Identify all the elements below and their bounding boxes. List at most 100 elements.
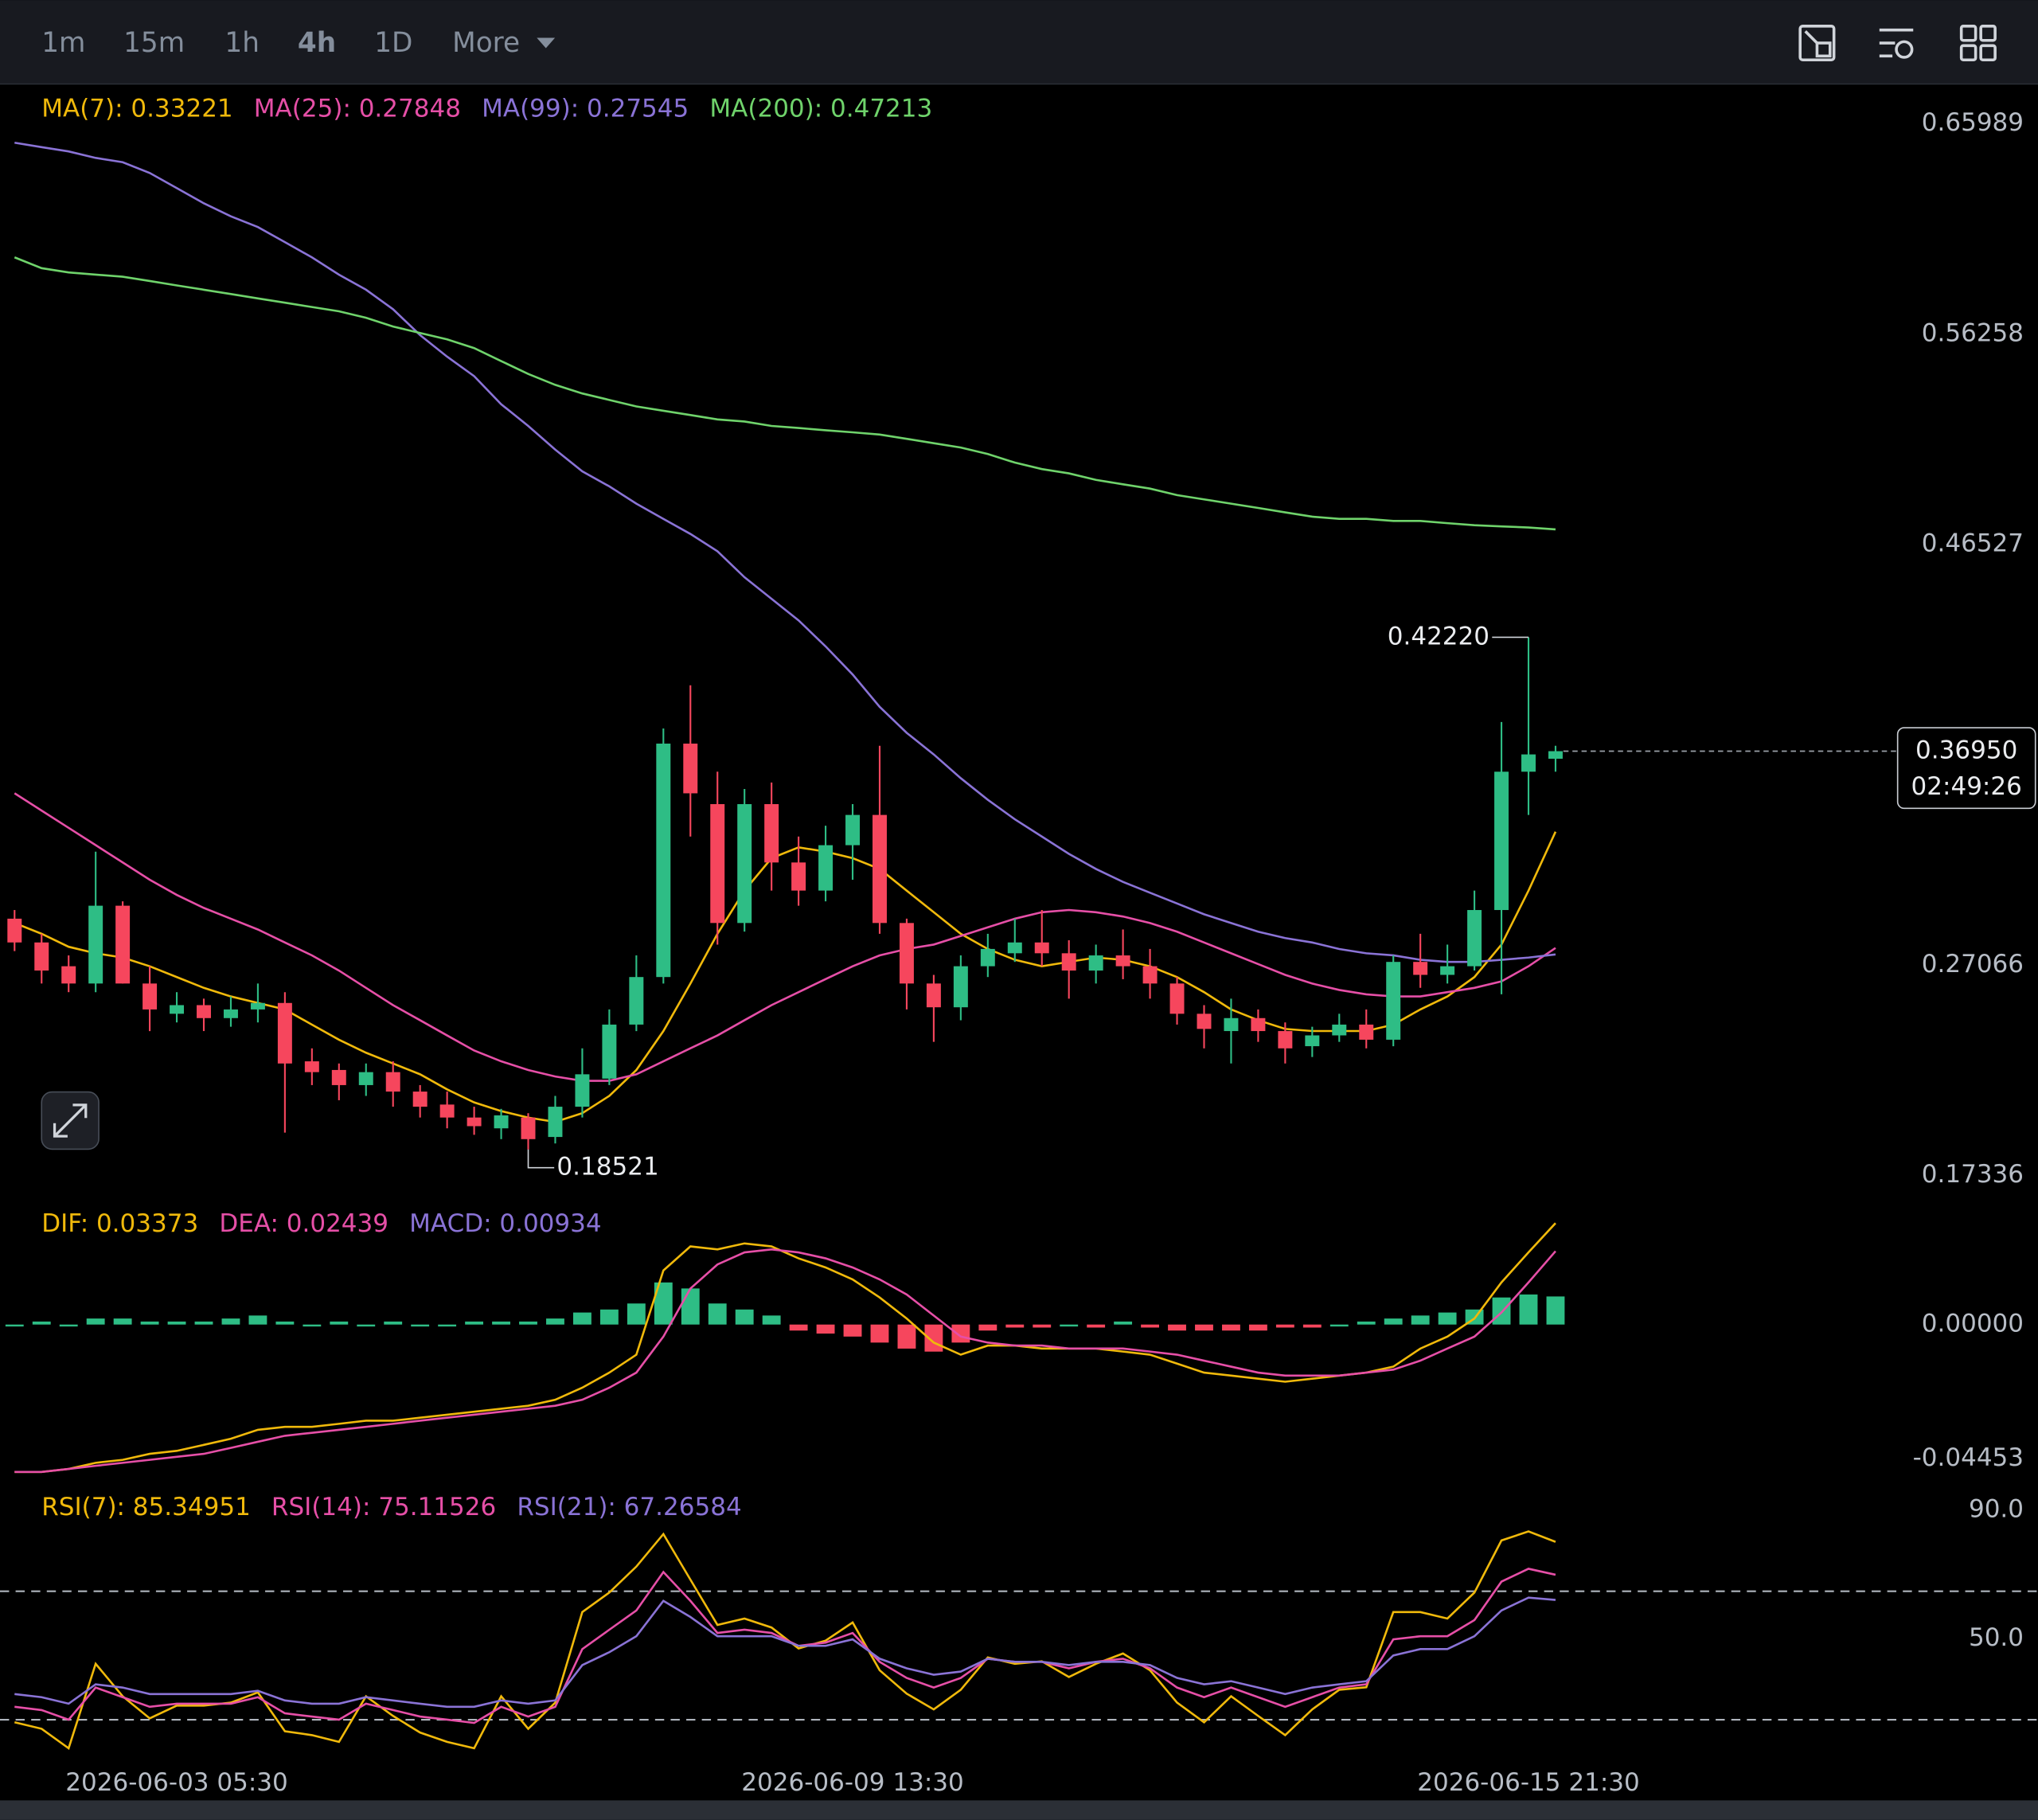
macd-bar [357, 1324, 376, 1327]
screenshot-icon[interactable] [1798, 24, 1836, 62]
bottom-bar [0, 1800, 2038, 1820]
macd-bar [1168, 1324, 1186, 1331]
candle-body [602, 1024, 617, 1079]
candle-body [1467, 910, 1482, 967]
macd-bar [194, 1321, 213, 1325]
candle-body [845, 814, 860, 846]
expand-icon[interactable] [53, 1103, 88, 1138]
candle-body [737, 804, 752, 924]
candle-body [1521, 754, 1536, 772]
candle-body [34, 942, 49, 971]
legend-entry: RSI(21): 67.26584 [517, 1493, 741, 1521]
candle-body [1169, 983, 1185, 1014]
indicator-line [14, 1530, 1556, 1751]
candle-body [143, 983, 158, 1010]
candle-body [1413, 962, 1428, 975]
candle-body [88, 905, 103, 984]
toolbar [0, 0, 2038, 84]
candle-body [980, 948, 995, 967]
legend-name: MACD: [409, 1209, 491, 1238]
macd-bar [1033, 1324, 1052, 1328]
candle-body [115, 905, 131, 984]
indicator-line [14, 1596, 1556, 1709]
indicator-line [14, 141, 1556, 963]
macd-bar [1411, 1315, 1430, 1325]
candle-body [764, 804, 779, 863]
more-caret[interactable] [537, 37, 556, 49]
candle-body [656, 744, 671, 978]
legend-value: 0.03373 [96, 1209, 198, 1238]
legend-entry: DEA: 0.02439 [219, 1209, 388, 1238]
candle-body [1224, 1017, 1239, 1032]
macd-bar [1141, 1324, 1159, 1328]
candle-body [873, 814, 887, 924]
x-tick-label: 2026-06-15 21:30 [1417, 1768, 1639, 1797]
interval-tab[interactable]: 1h [224, 27, 260, 59]
candle-body [791, 862, 806, 891]
interval-tab[interactable]: 15m [123, 27, 185, 59]
legend-entry: MA(99): 0.27545 [482, 94, 689, 123]
macd-bar [1114, 1321, 1133, 1325]
settings-icon[interactable] [1879, 28, 1914, 59]
candle-body [629, 977, 644, 1025]
candle-body [412, 1092, 428, 1107]
macd-bar [843, 1324, 862, 1337]
x-tick-label: 2026-06-03 05:30 [65, 1768, 287, 1797]
candle-body [1115, 955, 1130, 967]
y-tick-label: 0.17336 [1922, 1160, 2024, 1189]
indicator-line [14, 831, 1557, 1123]
legend-name: MA(200): [709, 94, 822, 123]
max-label: 0.42220 [1388, 622, 1489, 650]
macd-bar [951, 1324, 970, 1343]
macd-bar [870, 1324, 889, 1343]
candle-body [1197, 1013, 1212, 1029]
y-tick-label: 0.65989 [1922, 108, 2024, 137]
candle-body [197, 1005, 211, 1018]
macd-bar [816, 1324, 835, 1334]
candle-body [1359, 1024, 1374, 1040]
candle-body [170, 1005, 185, 1014]
expand-button[interactable] [41, 1091, 100, 1150]
countdown: 02:49:26 [1911, 772, 2022, 801]
macd-bar [465, 1321, 484, 1325]
indicator-line [14, 792, 1556, 1082]
interval-tab[interactable]: 1m [41, 27, 85, 59]
y-tick-label: 90.0 [1969, 1495, 2024, 1524]
macd-bar [248, 1315, 267, 1325]
more-button[interactable]: More [452, 27, 520, 59]
y-tick-label: 50.0 [1969, 1623, 2024, 1652]
macd-bar [1519, 1294, 1538, 1325]
layout-icon[interactable] [1959, 24, 1997, 62]
macd-bar [519, 1321, 537, 1325]
candle-body [818, 845, 834, 891]
legend-value: 75.11526 [378, 1493, 496, 1521]
macd-bar [303, 1324, 322, 1327]
indicator-line [14, 1568, 1556, 1724]
legend-entry: MA(200): 0.47213 [709, 94, 932, 123]
legend-name: RSI(21): [517, 1493, 616, 1521]
macd-bar [140, 1321, 159, 1325]
legend-entry: MACD: 0.00934 [409, 1209, 601, 1238]
macd-bar [599, 1309, 619, 1325]
macd-bar [113, 1318, 132, 1325]
macd-bar [627, 1303, 646, 1325]
candle-body [548, 1107, 563, 1138]
macd-bar [681, 1288, 700, 1325]
candle-body [953, 966, 968, 1008]
legend-value: 0.27848 [359, 94, 461, 123]
y-tick-label: 0.56258 [1922, 318, 2024, 347]
legend-entry: MA(7): 0.33221 [41, 94, 232, 123]
candle-body [1332, 1024, 1347, 1036]
macd-bar [32, 1321, 51, 1325]
legend-name: MA(99): [482, 94, 579, 123]
legend-value: 85.34951 [133, 1493, 251, 1521]
macd-bar [492, 1321, 510, 1325]
macd-bar [1087, 1324, 1106, 1328]
interval-tab[interactable]: 1D [374, 27, 412, 59]
candle-body [277, 1002, 292, 1064]
indicator-line [14, 1222, 1556, 1474]
interval-tab[interactable]: 4h [298, 27, 336, 59]
legend-name: RSI(7): [41, 1493, 125, 1521]
